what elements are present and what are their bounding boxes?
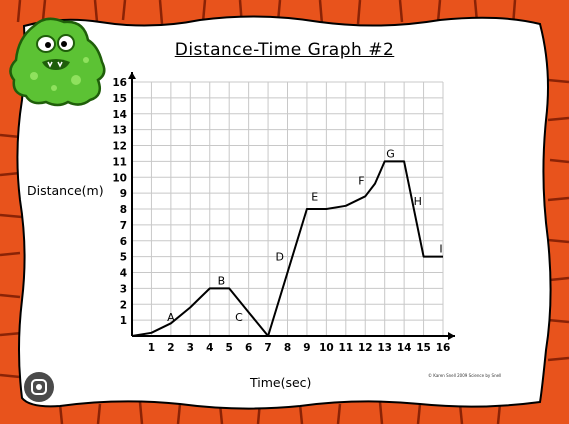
y-tick-label: 7 (120, 220, 127, 232)
y-tick-label: 10 (112, 172, 127, 184)
y-tick-label: 8 (120, 204, 127, 216)
segment-label: E (311, 190, 318, 203)
x-tick-label: 12 (358, 342, 373, 354)
distance-series-line (131, 160, 443, 337)
x-tick-label: 6 (245, 342, 252, 354)
copyright-credit: © Karen Snell 2009 Science by Snell (428, 373, 502, 378)
x-tick-label: 1 (148, 342, 155, 354)
x-tick-label: 4 (206, 342, 213, 354)
x-tick-label: 5 (226, 342, 233, 354)
y-tick-label: 9 (120, 188, 127, 200)
x-tick-label: 8 (284, 342, 291, 354)
segment-label: A (167, 311, 175, 324)
segment-label: B (218, 274, 226, 287)
segment-label: C (235, 311, 243, 324)
chart-title: Distance-Time Graph #2 (174, 40, 395, 60)
x-tick-label: 7 (264, 342, 271, 354)
lens-icon[interactable] (24, 372, 54, 402)
y-tick-label: 14 (112, 109, 127, 121)
segment-label: H (414, 195, 422, 208)
x-tick-label: 13 (377, 342, 392, 354)
x-tick-label: 11 (339, 342, 354, 354)
x-tick-label: 2 (167, 342, 174, 354)
x-tick-label: 9 (303, 342, 310, 354)
x-axis-label: Time(sec) (250, 375, 312, 390)
monster-mascot (9, 17, 106, 107)
y-tick-label: 6 (120, 236, 127, 248)
x-tick-label: 10 (319, 342, 334, 354)
segment-label: F (358, 174, 364, 187)
y-tick-label: 2 (120, 299, 127, 311)
segment-label: G (386, 147, 395, 160)
y-axis-label: Distance(m) (27, 183, 104, 198)
y-tick-label: 4 (120, 268, 127, 280)
y-tick-label: 11 (112, 156, 127, 168)
y-tick-label: 3 (120, 283, 127, 295)
x-tick-label: 15 (416, 342, 431, 354)
segment-label: D (275, 251, 283, 264)
y-tick-label: 13 (112, 125, 127, 137)
x-tick-label: 14 (397, 342, 412, 354)
segment-label: I (439, 243, 442, 256)
y-axis-arrow (128, 72, 136, 79)
y-tick-label: 15 (112, 93, 127, 105)
y-tick-label: 1 (120, 315, 127, 327)
x-tick-label: 16 (436, 342, 451, 354)
y-tick-label: 5 (120, 252, 127, 264)
y-tick-label: 16 (112, 77, 127, 89)
y-tick-label: 12 (112, 141, 127, 153)
x-tick-label: 3 (187, 342, 194, 354)
x-axis-arrow (448, 332, 455, 340)
